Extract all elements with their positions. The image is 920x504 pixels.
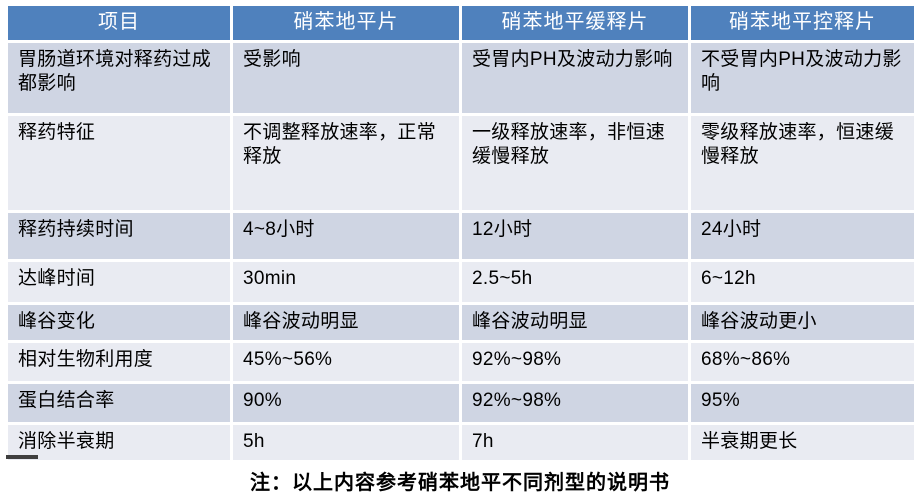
row-label-cell: 释药持续时间 (8, 213, 230, 259)
header-cell-controlled-release: 硝苯地平控释片 (691, 6, 914, 40)
data-cell: 7h (462, 425, 688, 460)
drug-comparison-table: 项目 硝苯地平片 硝苯地平缓释片 硝苯地平控释片 胃肠道环境对释药过成都影响 受… (8, 6, 914, 460)
row-label-cell: 达峰时间 (8, 262, 230, 302)
data-cell: 受影响 (233, 43, 459, 113)
data-cell: 受胃内PH及波动力影响 (462, 43, 688, 113)
data-cell: 峰谷波动明显 (462, 305, 688, 340)
data-cell: 92%~98% (462, 384, 688, 422)
header-cell-tablet: 硝苯地平片 (233, 6, 459, 40)
data-cell: 不受胃内PH及波动力影响 (691, 43, 914, 113)
data-cell: 6~12h (691, 262, 914, 302)
data-cell: 2.5~5h (462, 262, 688, 302)
data-cell: 24小时 (691, 213, 914, 259)
row-label-cell: 蛋白结合率 (8, 384, 230, 422)
row-label-cell: 峰谷变化 (8, 305, 230, 340)
row-label-cell: 释药特征 (8, 116, 230, 210)
data-cell: 峰谷波动更小 (691, 305, 914, 340)
data-cell: 45%~56% (233, 343, 459, 381)
header-cell-sustained-release: 硝苯地平缓释片 (462, 6, 688, 40)
data-cell: 30min (233, 262, 459, 302)
data-cell: 半衰期更长 (691, 425, 914, 460)
row-label-cell: 消除半衰期 (8, 425, 230, 460)
data-cell: 5h (233, 425, 459, 460)
data-cell: 零级释放速率，恒速缓慢释放 (691, 116, 914, 210)
data-cell: 不调整释放速率，正常释放 (233, 116, 459, 210)
header-cell-item: 项目 (8, 6, 230, 40)
row-label-cell: 相对生物利用度 (8, 343, 230, 381)
data-cell: 4~8小时 (233, 213, 459, 259)
data-cell: 68%~86% (691, 343, 914, 381)
footnote: 注：以上内容参考硝苯地平不同剂型的说明书 (250, 472, 670, 494)
row-label-cell: 胃肠道环境对释药过成都影响 (8, 43, 230, 113)
data-cell: 92%~98% (462, 343, 688, 381)
data-cell: 95% (691, 384, 914, 422)
data-cell: 一级释放速率，非恒速缓慢释放 (462, 116, 688, 210)
table-corner-shadow (6, 455, 38, 459)
data-cell: 12小时 (462, 213, 688, 259)
data-cell: 90% (233, 384, 459, 422)
data-cell: 峰谷波动明显 (233, 305, 459, 340)
